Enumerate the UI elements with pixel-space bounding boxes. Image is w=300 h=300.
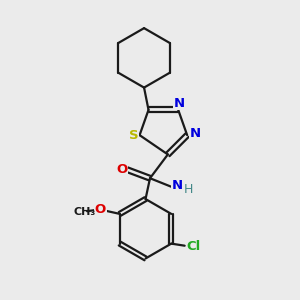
Text: N: N [190, 127, 201, 140]
Text: O: O [95, 203, 106, 216]
Text: N: N [172, 179, 183, 192]
Text: Cl: Cl [186, 240, 201, 253]
Text: N: N [174, 97, 185, 110]
Text: CH₃: CH₃ [74, 207, 96, 217]
Text: H: H [184, 183, 193, 196]
Text: S: S [129, 129, 139, 142]
Text: O: O [116, 163, 128, 176]
